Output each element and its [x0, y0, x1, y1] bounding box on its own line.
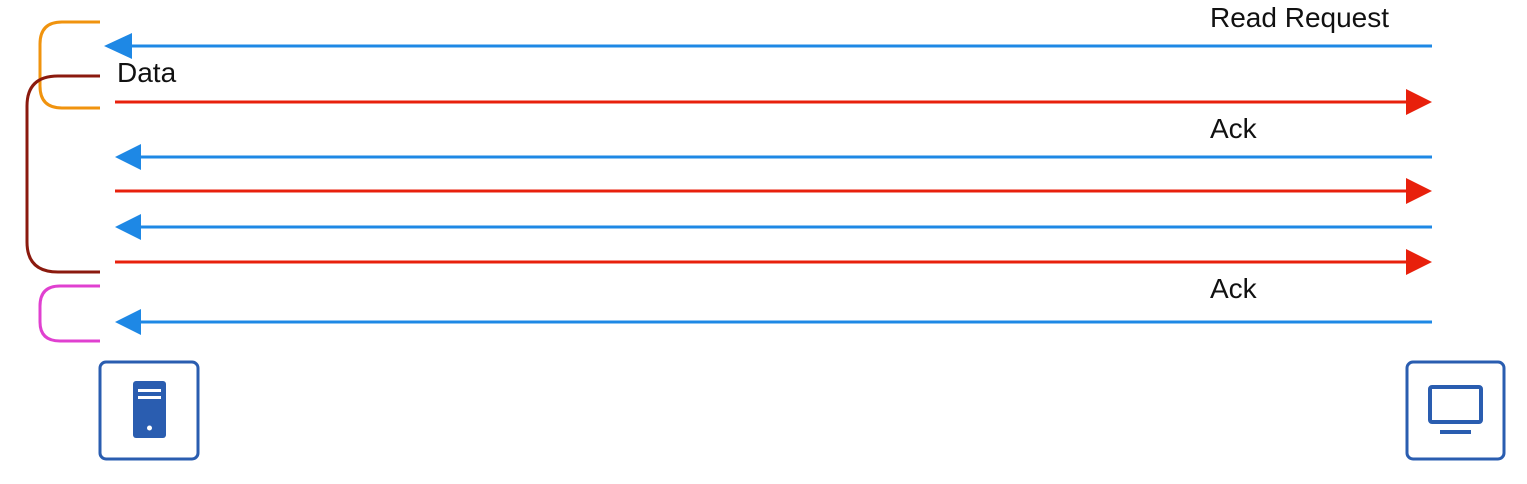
arrowhead-right — [1406, 249, 1432, 275]
data-label: Data — [117, 57, 177, 88]
transfer-bracket — [25, 74, 100, 274]
arrowhead-right — [1406, 89, 1432, 115]
ack-label-1: Ack — [1210, 113, 1258, 144]
client-box — [1405, 360, 1506, 461]
request-bracket — [38, 20, 100, 110]
message-data-3 — [115, 249, 1432, 275]
ack-label-final: Ack — [1210, 273, 1258, 304]
message-ack-final: Ack — [115, 273, 1432, 335]
message-data-2 — [115, 178, 1432, 204]
ack-bracket — [38, 284, 100, 343]
server-icon — [133, 381, 166, 438]
arrowhead-left — [115, 214, 141, 240]
monitor-icon — [1428, 385, 1483, 434]
read-request-label: Read Request — [1210, 2, 1389, 33]
client-device — [1405, 360, 1506, 461]
arrowhead-left — [115, 309, 141, 335]
server-device — [98, 360, 200, 461]
message-ack-2 — [115, 214, 1432, 240]
message-read-request: Read Request — [104, 2, 1432, 59]
arrowhead-right — [1406, 178, 1432, 204]
message-data: Data — [115, 57, 1432, 115]
arrowhead-left — [115, 144, 141, 170]
message-ack-1: Ack — [115, 113, 1432, 170]
arrowhead-left — [104, 33, 132, 59]
